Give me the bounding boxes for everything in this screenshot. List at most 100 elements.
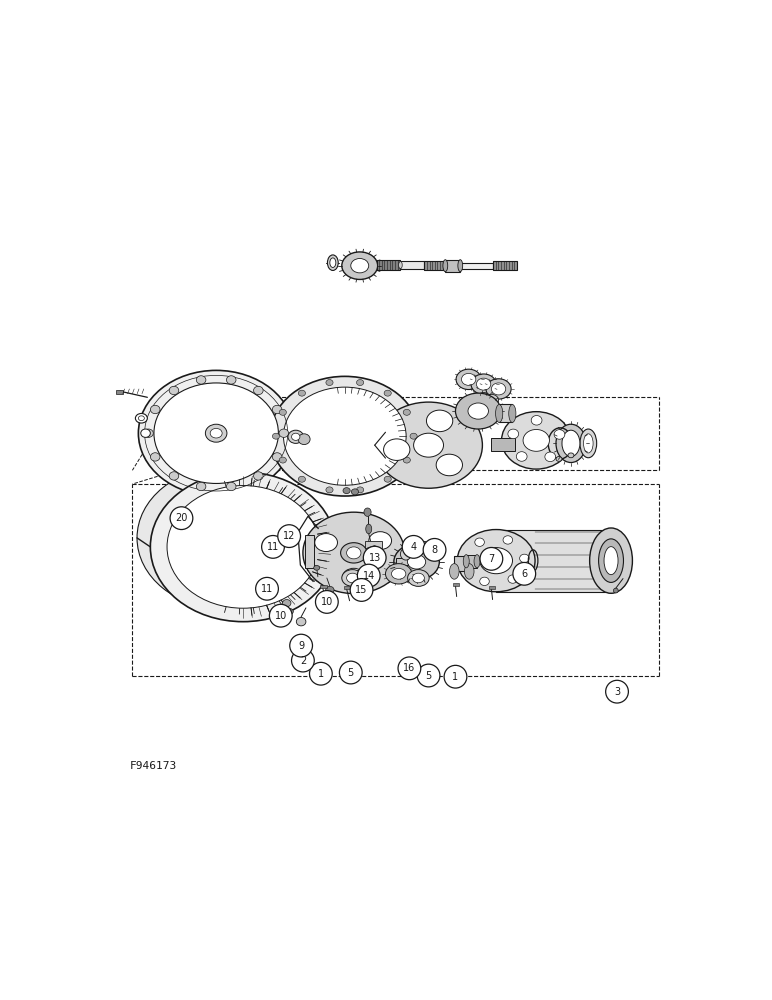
Ellipse shape [408,570,429,586]
Ellipse shape [151,405,160,414]
Ellipse shape [468,403,489,419]
Ellipse shape [273,453,282,461]
Ellipse shape [520,554,529,563]
Ellipse shape [298,390,306,396]
Ellipse shape [462,373,476,385]
Ellipse shape [496,404,503,422]
Circle shape [444,665,467,688]
Circle shape [316,591,338,613]
Ellipse shape [384,390,391,396]
Ellipse shape [167,486,319,608]
Ellipse shape [283,600,291,607]
Ellipse shape [340,543,367,563]
Ellipse shape [273,433,279,439]
Ellipse shape [283,387,406,485]
Text: 15: 15 [355,585,367,595]
Ellipse shape [568,453,574,458]
Ellipse shape [492,383,506,395]
Ellipse shape [369,532,391,550]
Ellipse shape [516,452,527,461]
Ellipse shape [330,258,336,267]
Bar [453,583,459,586]
Ellipse shape [303,512,405,594]
Bar [492,438,516,451]
Text: 4: 4 [411,542,417,552]
Circle shape [292,649,314,672]
Text: 3: 3 [614,687,620,697]
Ellipse shape [556,457,562,461]
Ellipse shape [326,487,333,493]
Circle shape [290,634,313,657]
Circle shape [606,680,628,703]
Text: 7: 7 [488,554,495,564]
Ellipse shape [196,482,206,491]
Ellipse shape [420,541,429,552]
Ellipse shape [144,429,154,437]
Circle shape [480,547,503,570]
Ellipse shape [410,433,417,439]
Ellipse shape [138,370,294,496]
Ellipse shape [279,429,289,437]
Ellipse shape [288,430,303,443]
Circle shape [340,661,362,684]
Ellipse shape [279,457,286,463]
Ellipse shape [196,376,206,384]
Ellipse shape [562,430,580,457]
Ellipse shape [205,424,227,442]
Ellipse shape [357,380,364,386]
Ellipse shape [326,380,333,386]
Ellipse shape [604,547,618,575]
Ellipse shape [342,252,378,279]
Bar [401,261,425,269]
Ellipse shape [443,260,448,272]
Circle shape [357,564,380,587]
Ellipse shape [426,410,452,432]
Ellipse shape [298,434,310,445]
Bar [364,541,382,548]
Text: 6: 6 [521,569,527,579]
Ellipse shape [403,409,411,415]
Bar [305,535,313,568]
Ellipse shape [614,588,618,593]
Ellipse shape [327,255,338,270]
Bar [489,586,495,589]
Ellipse shape [351,489,358,495]
Ellipse shape [151,472,336,622]
Ellipse shape [476,393,491,404]
Text: 12: 12 [283,531,296,541]
Ellipse shape [523,429,550,451]
Bar [320,585,327,588]
Text: 20: 20 [175,513,188,523]
Ellipse shape [391,568,406,579]
Text: 1: 1 [452,672,459,682]
Bar [300,637,305,641]
Ellipse shape [135,413,147,423]
Ellipse shape [364,508,371,516]
Ellipse shape [253,472,263,480]
Ellipse shape [531,415,542,425]
Ellipse shape [463,559,472,567]
Ellipse shape [503,536,513,544]
Ellipse shape [374,402,482,488]
Circle shape [256,577,279,600]
Text: 1: 1 [318,669,324,679]
Ellipse shape [273,405,282,414]
Ellipse shape [456,369,481,390]
Ellipse shape [385,564,411,584]
Bar [454,556,469,571]
Ellipse shape [509,404,516,422]
Bar [460,263,493,269]
Text: 10: 10 [320,597,333,607]
Ellipse shape [384,439,410,460]
Ellipse shape [580,429,597,458]
Ellipse shape [508,575,517,583]
Ellipse shape [584,434,593,453]
Circle shape [398,657,421,680]
Ellipse shape [315,534,337,552]
Ellipse shape [554,430,565,439]
Text: 8: 8 [432,545,438,555]
Text: F946173: F946173 [130,761,177,771]
Circle shape [350,579,373,601]
Bar [466,555,477,568]
Ellipse shape [457,530,535,592]
